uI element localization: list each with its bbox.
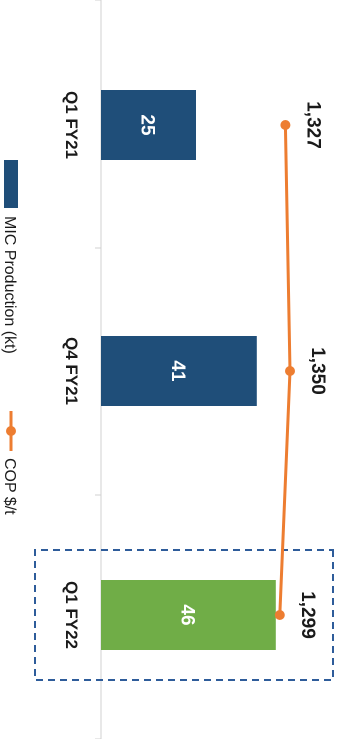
- bar-1: [101, 336, 257, 406]
- legend-marker-cop: [6, 426, 16, 436]
- cop-point-2: [274, 610, 285, 620]
- legend-label-production: MIC Production (kt): [1, 216, 18, 354]
- bar-2: [101, 580, 276, 650]
- cop-value-label-1: 1,350: [307, 347, 328, 395]
- bar-value-label-0: 25: [137, 114, 158, 136]
- axis-layer: [95, 0, 102, 740]
- legend-layer: MIC Production (kt) COP $/t: [1, 160, 18, 515]
- cop-point-1: [285, 366, 295, 376]
- cop-value-label-0: 1,327: [302, 101, 323, 149]
- legend-swatch-production: [4, 160, 18, 208]
- bars-layer: [101, 90, 276, 650]
- bar-value-label-2: 46: [176, 604, 197, 625]
- cop-point-0: [280, 120, 291, 130]
- category-label-0: Q1 FY21: [62, 91, 81, 159]
- highlight-layer: [34, 549, 334, 681]
- labels-layer: 25 Q1 FY21 41 Q4 FY21 46 Q1 FY22 1,327 1,350 1,2…: [62, 91, 328, 649]
- category-label-1: Q4 FY21: [62, 337, 81, 405]
- rotated-plot-group: 25 Q1 FY21 41 Q4 FY21 46 Q1 FY22 1,327 1,350 1,2…: [1, 0, 334, 740]
- cop-value-label-2: 1,299: [297, 591, 318, 639]
- legend-label-cop: COP $/t: [1, 458, 18, 515]
- bar-0: [101, 90, 196, 160]
- bar-value-label-1: 41: [167, 360, 188, 382]
- line-layer: [274, 120, 295, 620]
- category-label-2: Q1 FY22: [62, 581, 81, 649]
- highlight-box: [34, 549, 334, 681]
